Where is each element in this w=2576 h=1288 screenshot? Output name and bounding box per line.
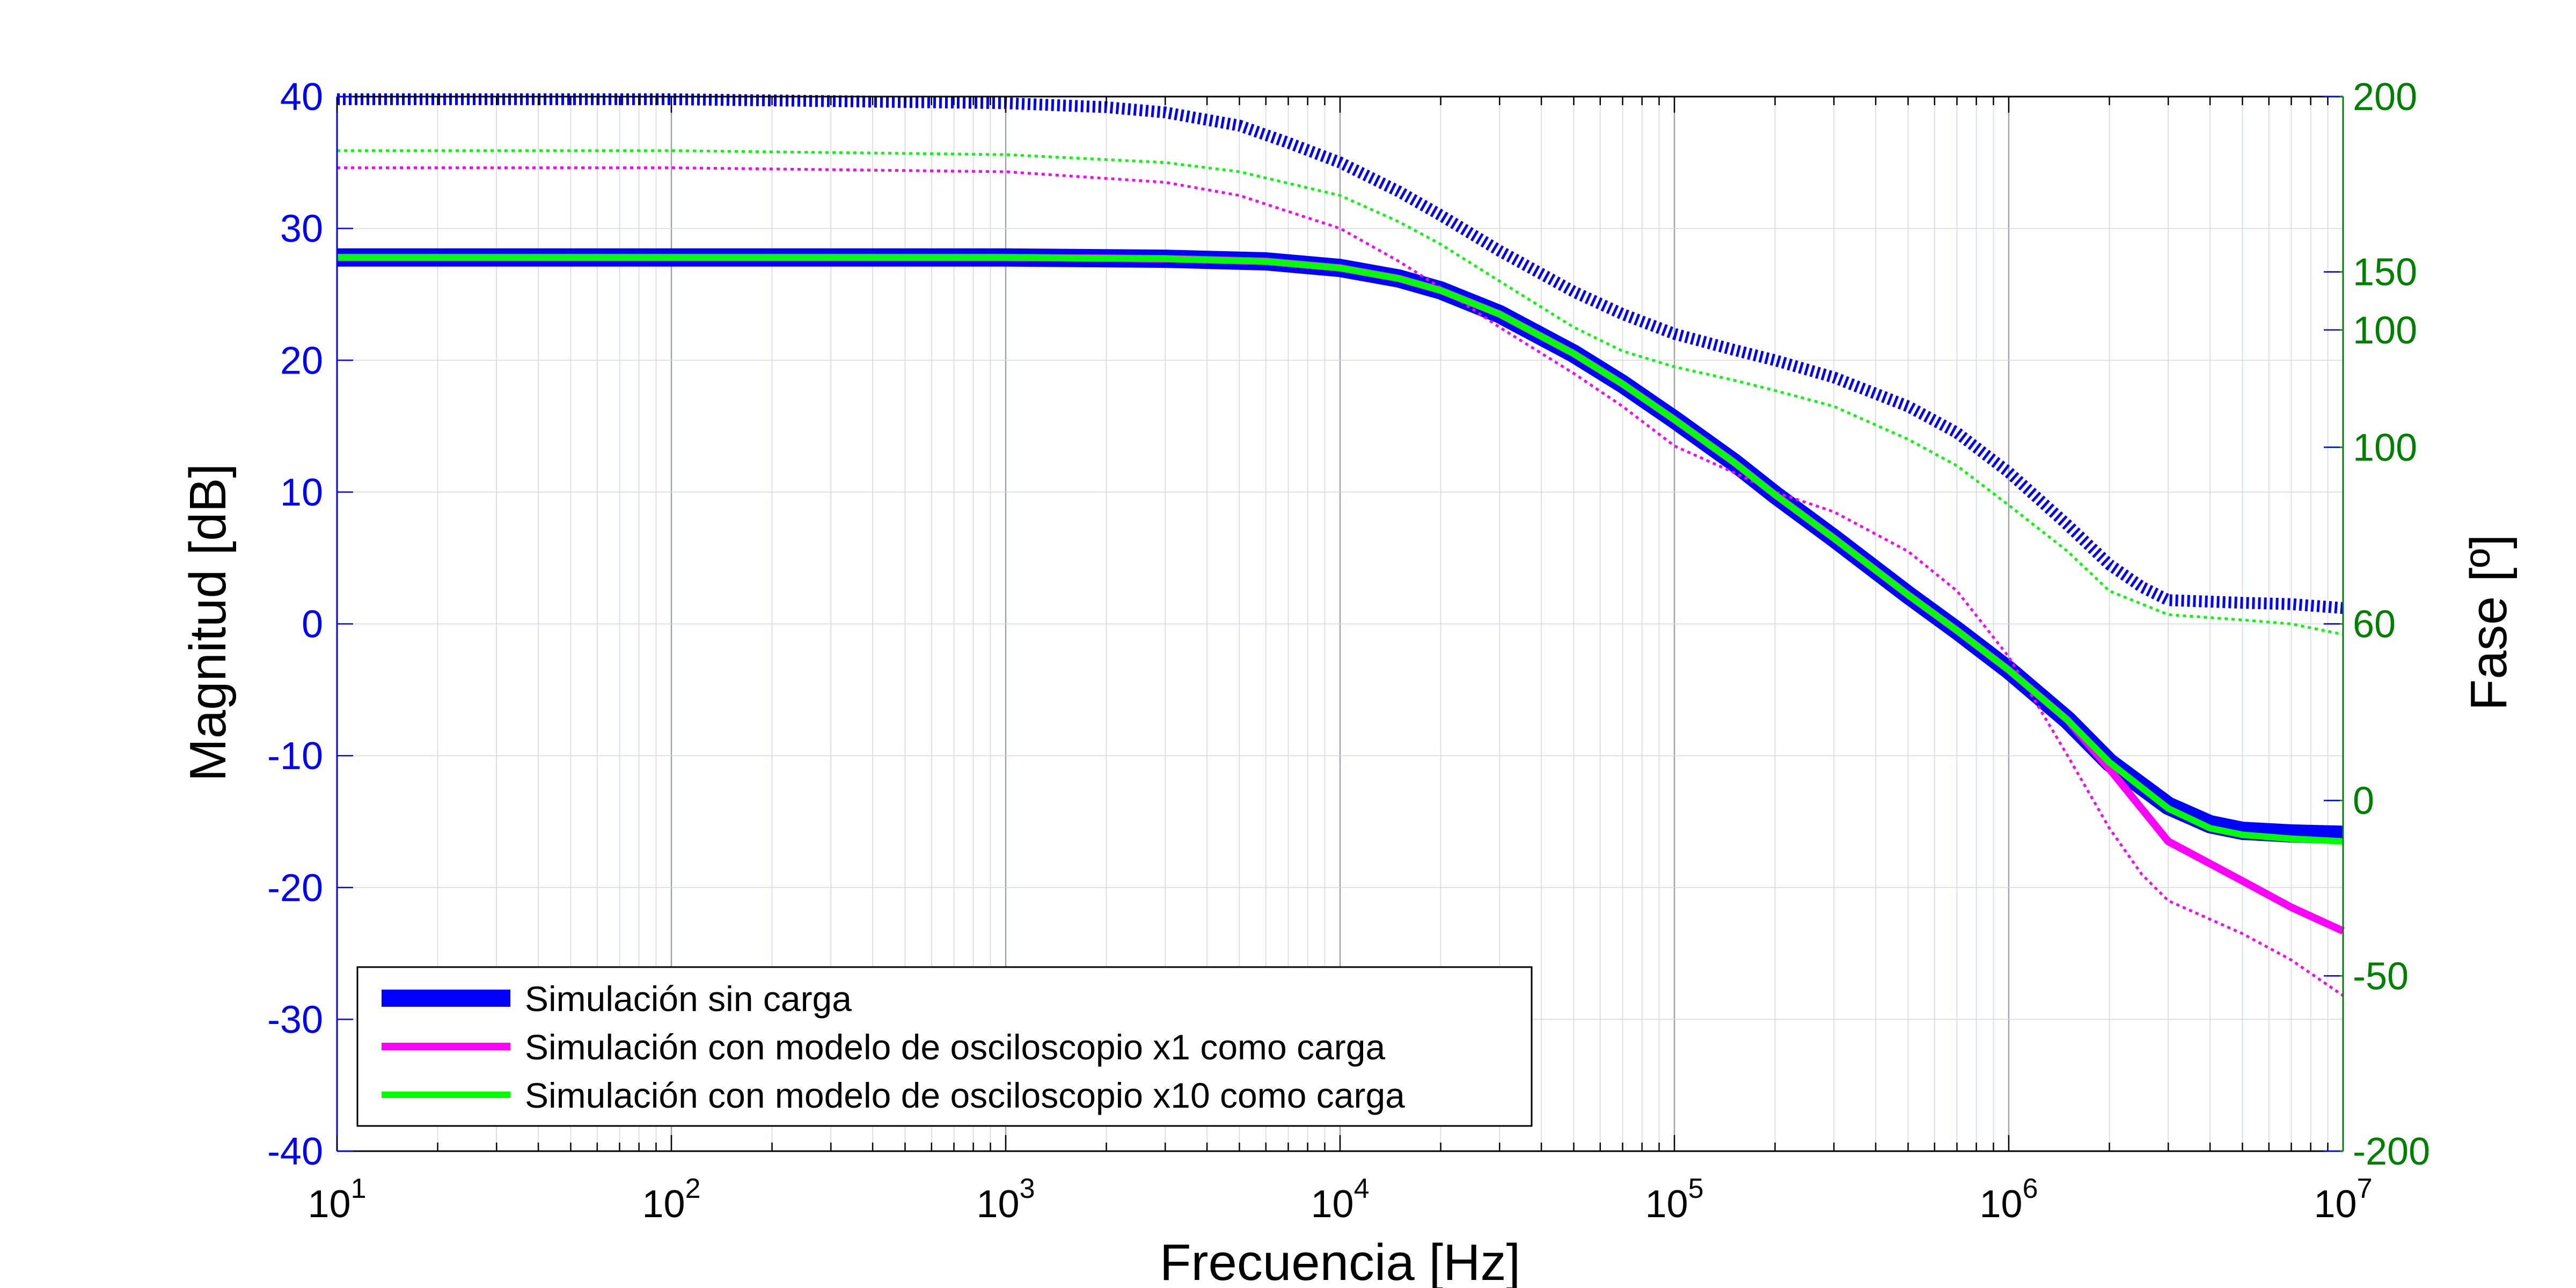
legend: Simulación sin carga Simulación con model… xyxy=(356,966,1533,1127)
y2-tick-label: 150 xyxy=(2353,251,2417,294)
y-axis-label: Magnitud [dB] xyxy=(179,464,237,781)
series-line-phase-osc-x1 xyxy=(337,166,2344,997)
series-line-osc-x10-overlay xyxy=(337,254,2344,845)
y-tick-label: -40 xyxy=(267,1130,323,1173)
x-tick-label: 101 xyxy=(308,1173,366,1226)
y-tick-label: 40 xyxy=(280,76,323,119)
x-axis-label: Frecuencia [Hz] xyxy=(1160,1234,1520,1288)
y2-tick-label: 60 xyxy=(2353,603,2396,646)
y2-tick-label: -50 xyxy=(2353,955,2409,998)
legend-label: Simulación sin carga xyxy=(525,979,852,1019)
y2-tick-label: 100 xyxy=(2353,309,2417,352)
series-line-phase-osc-x10 xyxy=(337,149,2344,636)
y2-tick-label: 0 xyxy=(2353,780,2374,823)
series-line-phase-sin-carga xyxy=(337,93,2344,614)
x-tick-label: 107 xyxy=(2314,1173,2372,1226)
y2-tick-label: 100 xyxy=(2353,426,2417,469)
y-tick-label: 30 xyxy=(280,208,323,251)
legend-label: Simulación con modelo de osciloscopio x1… xyxy=(525,1075,1405,1115)
legend-box xyxy=(356,966,1533,1127)
y2-tick-label: -200 xyxy=(2353,1130,2430,1173)
x-tick-label: 106 xyxy=(1979,1173,2038,1226)
y-tick-label: -10 xyxy=(267,735,323,778)
y-tick-label: 10 xyxy=(280,471,323,514)
y-tick-label: -20 xyxy=(267,867,323,910)
y-tick-label: 20 xyxy=(280,339,323,382)
labels-layer: Frecuencia [Hz] Magnitud [dB] Fase [º] xyxy=(179,464,2518,1288)
x-tick-label: 102 xyxy=(642,1173,700,1226)
x-tick-label: 103 xyxy=(976,1173,1035,1226)
axes-layer: 101 102 103 104 105 106 107403020100-10-20-30-… xyxy=(267,76,2430,1226)
y2-tick-label: 200 xyxy=(2353,76,2417,119)
x-tick-label: 104 xyxy=(1311,1173,1369,1226)
x-tick-label: 105 xyxy=(1645,1173,1703,1226)
y-tick-label: 0 xyxy=(302,603,323,646)
legend-label: Simulación con modelo de osciloscopio x1… xyxy=(525,1027,1385,1067)
y2-axis-label: Fase [º] xyxy=(2460,535,2518,711)
series-layer xyxy=(337,93,2345,997)
y-tick-label: -30 xyxy=(267,998,323,1041)
